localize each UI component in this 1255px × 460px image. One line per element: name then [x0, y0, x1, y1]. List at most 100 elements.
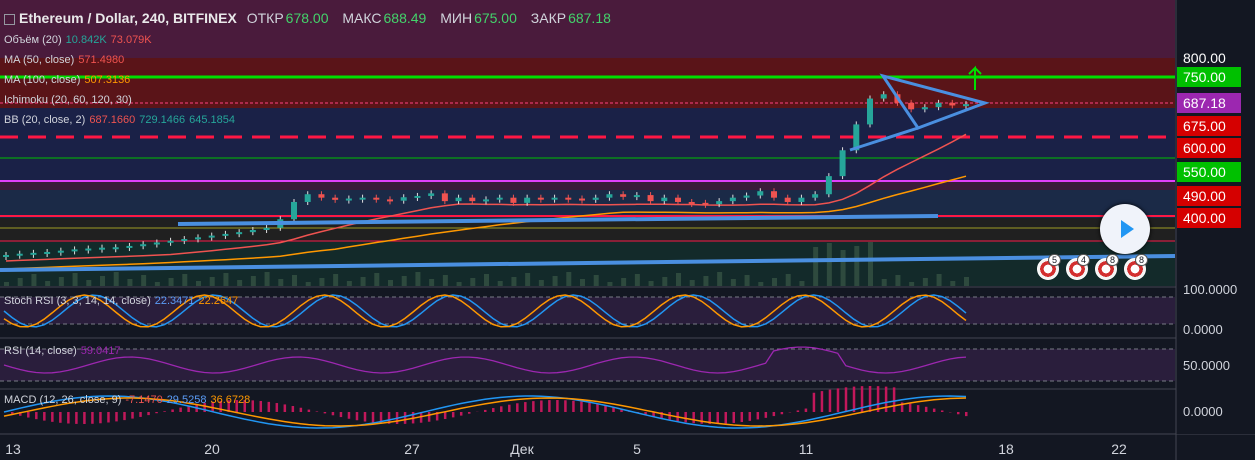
macd-histogram-bar — [163, 411, 166, 412]
volume-bar — [319, 278, 325, 286]
legend-macd[interactable]: MACD (12, 26, close, 9) -7.1470 29.5258 36.… — [4, 394, 254, 406]
rsi-label: RSI (14, close) — [4, 345, 77, 357]
candle-body — [44, 251, 51, 254]
rsi-band — [0, 349, 1175, 381]
candle-body — [935, 102, 942, 108]
volume-bar — [264, 272, 270, 286]
candle-body — [579, 198, 585, 201]
volume-bar — [621, 278, 627, 286]
macd-histogram-bar — [139, 412, 142, 417]
volume-bar — [100, 276, 105, 286]
long-trendline[interactable] — [0, 254, 1176, 272]
stoch-d-value: 22.2647 — [198, 295, 239, 307]
macd-histogram-bar — [940, 410, 944, 412]
macd-signal-line — [3, 397, 967, 427]
candle-body — [441, 193, 448, 202]
candle-body — [318, 194, 325, 198]
resistance-zone — [0, 0, 1175, 58]
legend-volume[interactable]: Объём (20) 10.842K 73.079K — [4, 34, 156, 46]
candle-body — [112, 247, 119, 250]
event-flag-icon[interactable]: 8 — [1124, 254, 1149, 280]
macd-histogram-bar — [43, 412, 46, 421]
volume-bar — [442, 275, 448, 286]
event-flag-icon[interactable]: 5 — [1037, 254, 1062, 280]
macd-histogram-bar — [868, 386, 872, 412]
candle-body — [551, 197, 558, 200]
volume-bar — [717, 272, 723, 286]
volume-bar — [813, 247, 819, 286]
volume-bar — [305, 282, 311, 286]
macd-histogram-bar — [459, 412, 463, 416]
candle-body — [880, 94, 887, 99]
volume-value: 10.842K — [65, 34, 107, 46]
candle-body — [483, 199, 489, 202]
macd-histogram-bar — [684, 412, 687, 423]
support-trendline[interactable] — [177, 214, 939, 226]
symbol-header[interactable]: Ethereum / Dollar, 240, BITFINEX ОТКР 678… — [4, 10, 615, 26]
macd-histogram-bar — [652, 412, 655, 417]
macd-histogram-bar — [916, 405, 920, 412]
macd-histogram-bar — [484, 409, 487, 412]
time-tick-label: 13 — [5, 441, 21, 457]
time-tick-label: 5 — [633, 441, 641, 457]
volume-bar — [703, 276, 709, 286]
event-flag-icon[interactable]: 4 — [1066, 254, 1091, 280]
macd-histogram-bar — [259, 400, 263, 412]
macd-histogram-bar — [804, 408, 808, 412]
event-flag-icon[interactable]: 8 — [1095, 254, 1120, 280]
macd-histogram-bar — [780, 412, 784, 415]
volume-bar — [854, 246, 860, 286]
macd-histogram-bar — [35, 412, 38, 420]
stoch-k-line — [3, 294, 967, 328]
candle-body — [195, 237, 201, 240]
candle-body — [716, 201, 723, 205]
time-tick-label: 27 — [404, 441, 420, 457]
legend-ichimoku[interactable]: Ichimoku (20, 60, 120, 30) — [4, 94, 136, 106]
candle-body — [565, 197, 572, 200]
macd-histogram-bar — [908, 403, 912, 412]
symbol-title: Ethereum / Dollar, 240, BITFINEX — [19, 10, 237, 26]
candle-body — [236, 232, 243, 235]
macd-histogram-bar — [796, 410, 800, 412]
legend-ma50[interactable]: MA (50, close) 571.4980 — [4, 54, 128, 66]
time-axis[interactable]: 13 20 27 Дек 5 11 18 22 — [5, 441, 1127, 457]
macd-histogram-bar — [59, 412, 62, 423]
macd-histogram-bar — [291, 406, 295, 412]
macd-histogram-bar — [11, 412, 14, 414]
macd-histogram-bar — [588, 402, 591, 412]
close-value: 687.18 — [568, 10, 611, 26]
candle-body — [647, 195, 654, 202]
bb-upper-value: 729.1466 — [139, 114, 186, 126]
blue-zone — [0, 108, 1175, 180]
macd-histogram-bar — [347, 412, 351, 419]
macd-hist-value: -7.1470 — [125, 394, 163, 406]
volume-bar — [676, 273, 681, 286]
macd-histogram-bar — [443, 412, 447, 420]
legend-rsi[interactable]: RSI (14, close) 59.0417 — [4, 345, 125, 357]
volume-bar — [607, 282, 613, 286]
stoch-k-value: 22.3471 — [154, 295, 195, 307]
play-button[interactable] — [1100, 204, 1150, 254]
macd-histogram-bar — [532, 401, 535, 412]
price-label: 490.00 — [1183, 188, 1226, 204]
macd-histogram-bar — [548, 400, 551, 412]
triangle-pattern[interactable] — [879, 73, 990, 130]
triangle-base-line[interactable] — [849, 126, 919, 152]
volume-bar — [470, 278, 476, 286]
stoch-scale-bottom: 0.0000 — [1183, 322, 1223, 337]
legend-ma100[interactable]: MA (100, close) 507.3136 — [4, 74, 134, 86]
volume-bar — [840, 250, 846, 286]
legend-stoch-rsi[interactable]: Stoch RSI (3, 3, 14, 14, close) 22.3471 22… — [4, 295, 242, 307]
candle-body — [771, 191, 777, 198]
macd-histogram-bar — [67, 412, 70, 424]
volume-bar — [154, 282, 160, 286]
macd-histogram-bar — [892, 387, 896, 412]
macd-label: MACD (12, 26, close, 9) — [4, 394, 122, 406]
macd-histogram-bar — [604, 405, 607, 412]
collapse-icon[interactable] — [4, 13, 15, 25]
candles — [3, 91, 969, 260]
candle-body — [633, 195, 640, 198]
legend-bb[interactable]: BB (20, close, 2) 687.1660 729.1466 645.185… — [4, 114, 239, 126]
candle-body — [688, 201, 695, 204]
